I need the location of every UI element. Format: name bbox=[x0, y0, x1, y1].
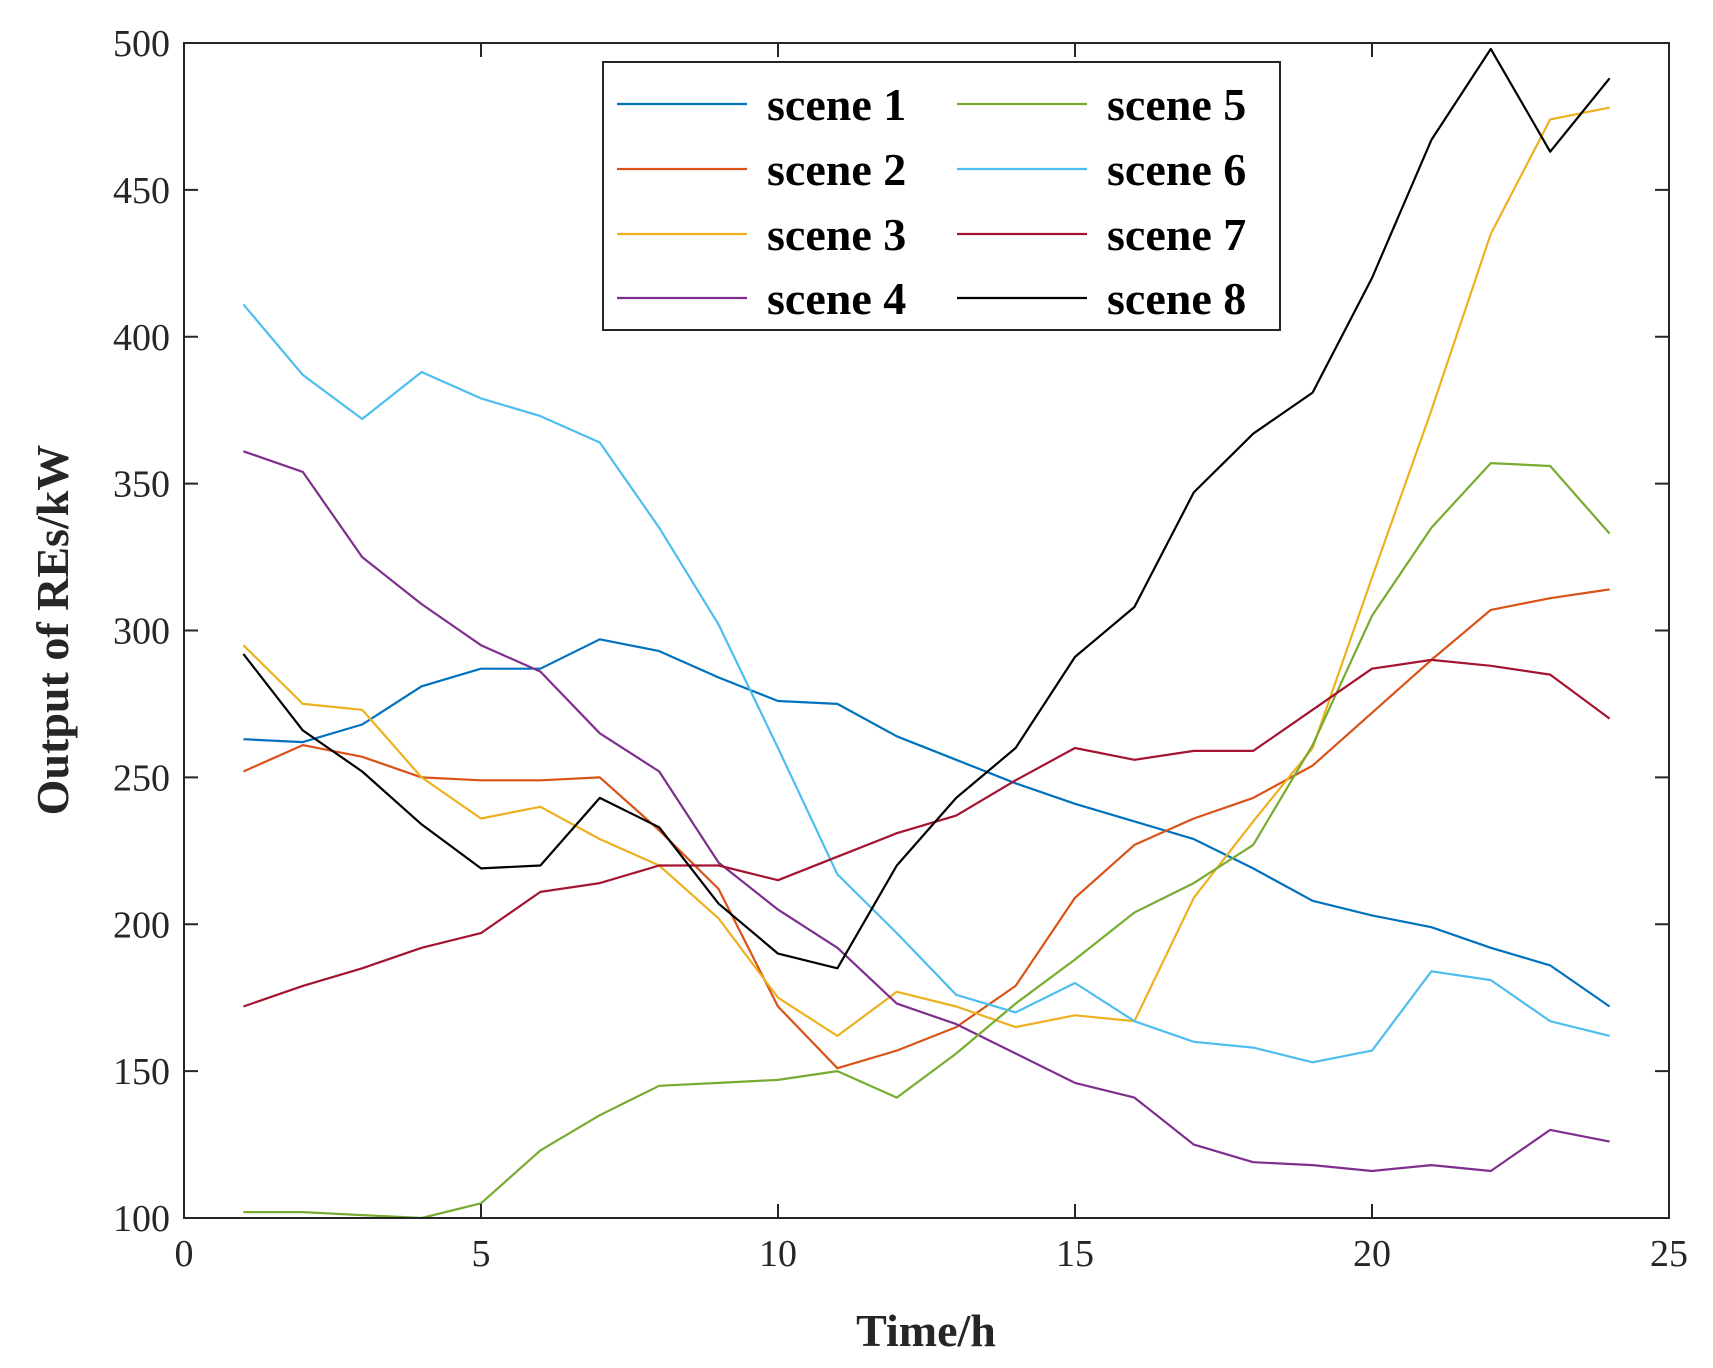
legend-label: scene 7 bbox=[1107, 209, 1246, 260]
y-tick-label: 400 bbox=[113, 317, 170, 359]
legend-label: scene 4 bbox=[767, 273, 906, 324]
legend-label: scene 3 bbox=[767, 209, 906, 260]
legend-label: scene 2 bbox=[767, 144, 906, 195]
legend-label: scene 1 bbox=[767, 79, 906, 130]
series-line-scene-2 bbox=[242, 588, 1610, 1070]
series-line-scene-8 bbox=[242, 47, 1611, 970]
y-axis: 100 150 200 250 300 350 400 450 500 bbox=[113, 23, 1669, 1240]
legend-item: scene 3 bbox=[617, 209, 906, 260]
plot-lines bbox=[242, 47, 1611, 1220]
y-tick-label: 300 bbox=[113, 611, 170, 653]
x-tick-label: 15 bbox=[1056, 1233, 1094, 1275]
y-tick-label: 500 bbox=[113, 23, 170, 65]
y-tick-label: 350 bbox=[113, 464, 170, 506]
x-tick-label: 25 bbox=[1650, 1233, 1688, 1275]
x-tick-label: 5 bbox=[472, 1233, 491, 1275]
legend-item: scene 4 bbox=[617, 273, 906, 324]
series-line-scene-4 bbox=[243, 450, 1610, 1173]
legend-label: scene 5 bbox=[1107, 79, 1246, 130]
series-line-scene-6 bbox=[242, 303, 1610, 1064]
series-line-scene-3 bbox=[242, 106, 1610, 1038]
x-axis: 0 5 10 15 20 25 bbox=[175, 43, 1688, 1275]
y-tick-label: 200 bbox=[113, 904, 170, 946]
x-tick-label: 10 bbox=[759, 1233, 797, 1275]
legend-box bbox=[602, 61, 1281, 331]
y-axis-label: Output of REs/kW bbox=[27, 445, 78, 816]
legend-item: scene 5 bbox=[957, 79, 1246, 130]
legend-item: scene 7 bbox=[957, 209, 1246, 260]
legend: scene 1 scene 2 scene 3 scene 4 scene 5 scene… bbox=[602, 61, 1281, 331]
x-tick-label: 20 bbox=[1353, 1233, 1391, 1275]
legend-item: scene 8 bbox=[957, 273, 1246, 324]
x-tick-label: 0 bbox=[175, 1233, 194, 1275]
y-tick-label: 450 bbox=[113, 170, 170, 212]
legend-item: scene 6 bbox=[957, 144, 1246, 195]
series-line-scene-5 bbox=[243, 462, 1611, 1220]
legend-label: scene 8 bbox=[1107, 273, 1246, 324]
series-line-scene-7 bbox=[243, 658, 1611, 1008]
legend-label: scene 6 bbox=[1107, 144, 1246, 195]
x-axis-label: Time/h bbox=[856, 1305, 996, 1356]
y-tick-label: 250 bbox=[113, 757, 170, 799]
legend-item: scene 2 bbox=[617, 144, 906, 195]
legend-item: scene 1 bbox=[617, 79, 906, 130]
y-tick-label: 100 bbox=[113, 1198, 170, 1240]
series-line-scene-1 bbox=[243, 638, 1611, 1008]
y-tick-label: 150 bbox=[113, 1051, 170, 1093]
